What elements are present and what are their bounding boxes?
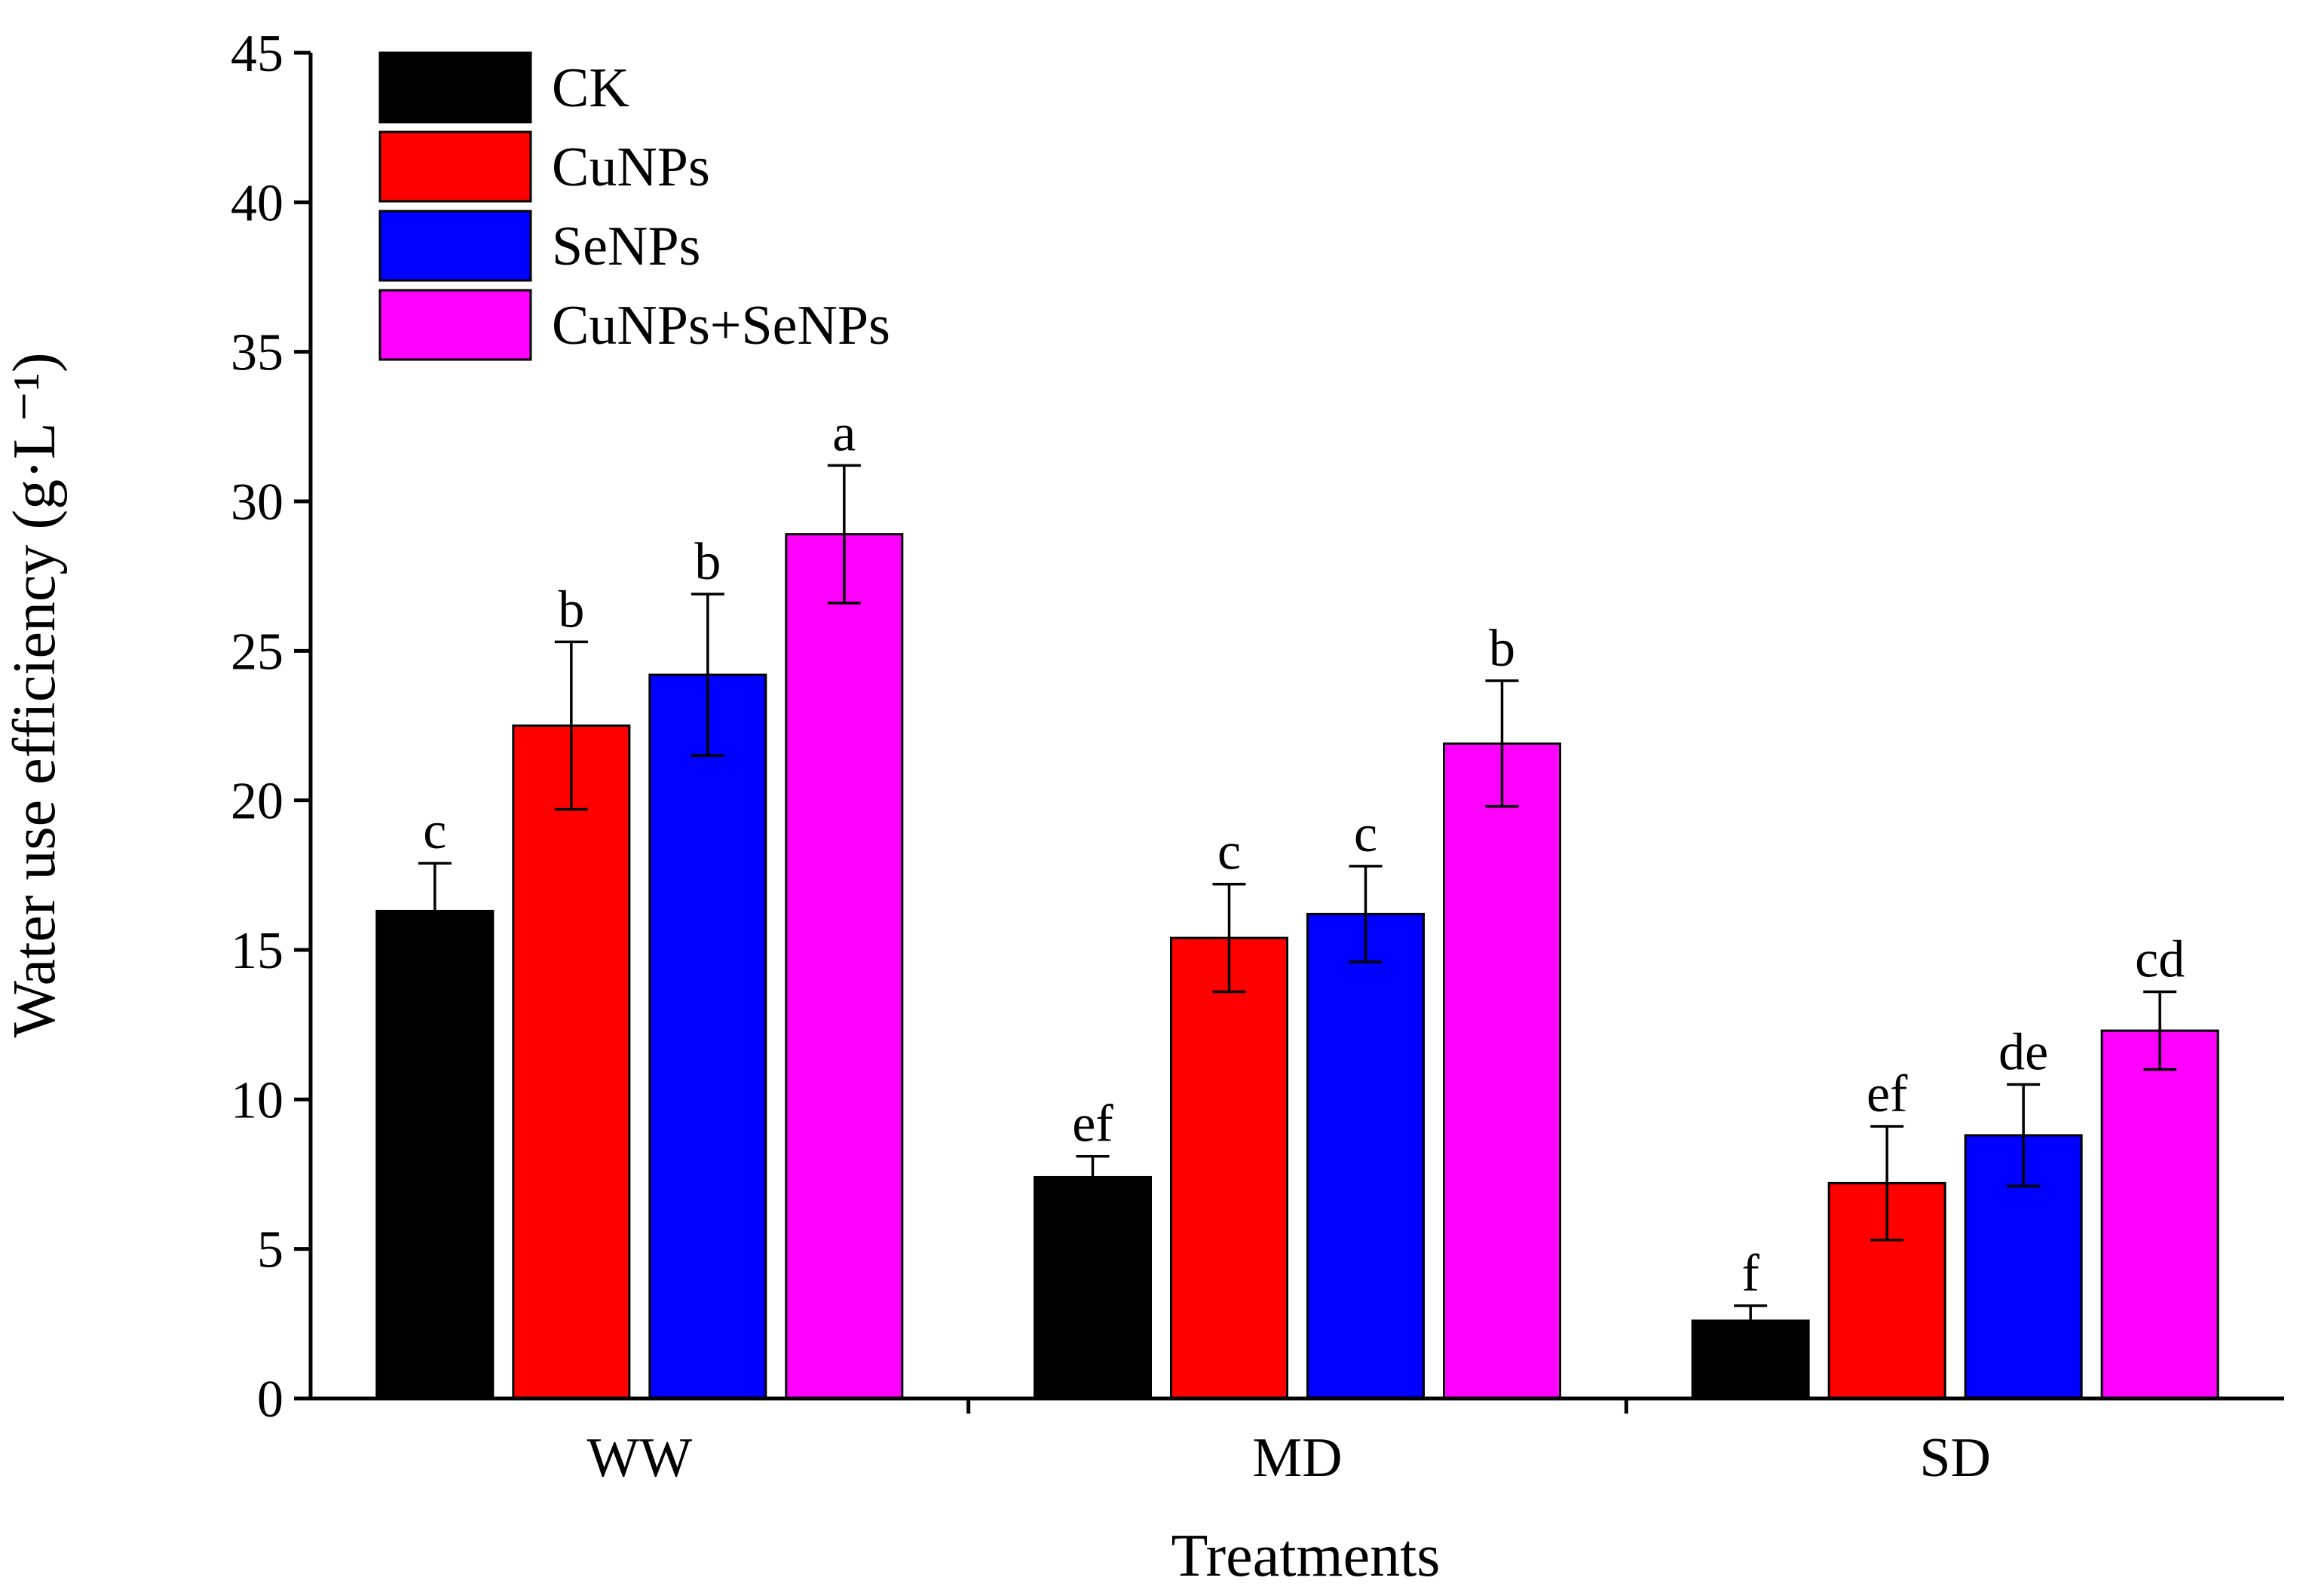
y-tick-label: 35 bbox=[231, 324, 283, 382]
legend-label: SeNPs bbox=[552, 216, 700, 277]
y-tick-label: 0 bbox=[257, 1371, 283, 1429]
bar bbox=[1170, 936, 1288, 1400]
significance-letter: ef bbox=[1867, 1065, 1908, 1123]
legend-swatch bbox=[378, 289, 532, 361]
y-tick-label: 45 bbox=[231, 25, 283, 83]
bar bbox=[1306, 912, 1425, 1400]
x-category-label: WW bbox=[586, 1427, 692, 1489]
legend: CK CuNPs SeNPs CuNPs+SeNPs bbox=[378, 51, 890, 361]
legend-swatch bbox=[378, 210, 532, 282]
significance-letter: b bbox=[558, 581, 584, 639]
legend-label: CK bbox=[552, 57, 629, 119]
y-tick-label: 10 bbox=[231, 1071, 283, 1129]
bar bbox=[375, 909, 495, 1400]
significance-letter: b bbox=[1489, 620, 1515, 678]
legend-swatch bbox=[378, 130, 532, 203]
x-category-label: SD bbox=[1919, 1427, 1991, 1489]
x-axis-title: Treatments bbox=[1171, 1523, 1440, 1589]
y-ticks: 0 5 10 15 20 25 30 35 40 45 bbox=[231, 25, 311, 1429]
bar bbox=[512, 724, 631, 1400]
y-tick-label: 15 bbox=[231, 922, 283, 980]
x-categories: WW MD SD bbox=[586, 1398, 1991, 1489]
y-tick-label: 25 bbox=[231, 623, 283, 681]
significance-letter: c bbox=[1217, 823, 1241, 881]
significance-letter: c bbox=[1354, 805, 1377, 863]
x-category-label: MD bbox=[1252, 1427, 1342, 1489]
bar bbox=[2100, 1029, 2219, 1400]
y-tick-label: 5 bbox=[257, 1221, 283, 1279]
legend-label: CuNPs+SeNPs bbox=[552, 295, 890, 357]
significance-letter: b bbox=[694, 533, 721, 591]
significance-letter: a bbox=[832, 404, 856, 462]
significance-letter: cd bbox=[2135, 931, 2185, 989]
y-tick-label: 20 bbox=[231, 773, 283, 831]
significance-letter: f bbox=[1742, 1245, 1760, 1303]
significance-letter: ef bbox=[1072, 1095, 1113, 1153]
significance-letter: de bbox=[1998, 1024, 2048, 1082]
legend-label: CuNPs bbox=[552, 136, 710, 198]
bar bbox=[1034, 1175, 1152, 1400]
y-axis-title: Water use efficiency (g·L⁻¹) bbox=[2, 353, 68, 1038]
significance-letter: c bbox=[423, 802, 446, 860]
axes bbox=[308, 53, 2284, 1401]
significance-letters-layer: c b b a ef c c b f ef de cd bbox=[423, 404, 2185, 1303]
bars-layer bbox=[375, 533, 2219, 1400]
bar bbox=[1443, 742, 1561, 1400]
legend-swatch bbox=[378, 51, 532, 124]
bar bbox=[785, 533, 904, 1400]
y-tick-label: 40 bbox=[231, 174, 283, 232]
bar bbox=[648, 673, 767, 1400]
y-tick-label: 30 bbox=[231, 473, 283, 531]
error-bars-layer bbox=[418, 464, 2177, 1337]
